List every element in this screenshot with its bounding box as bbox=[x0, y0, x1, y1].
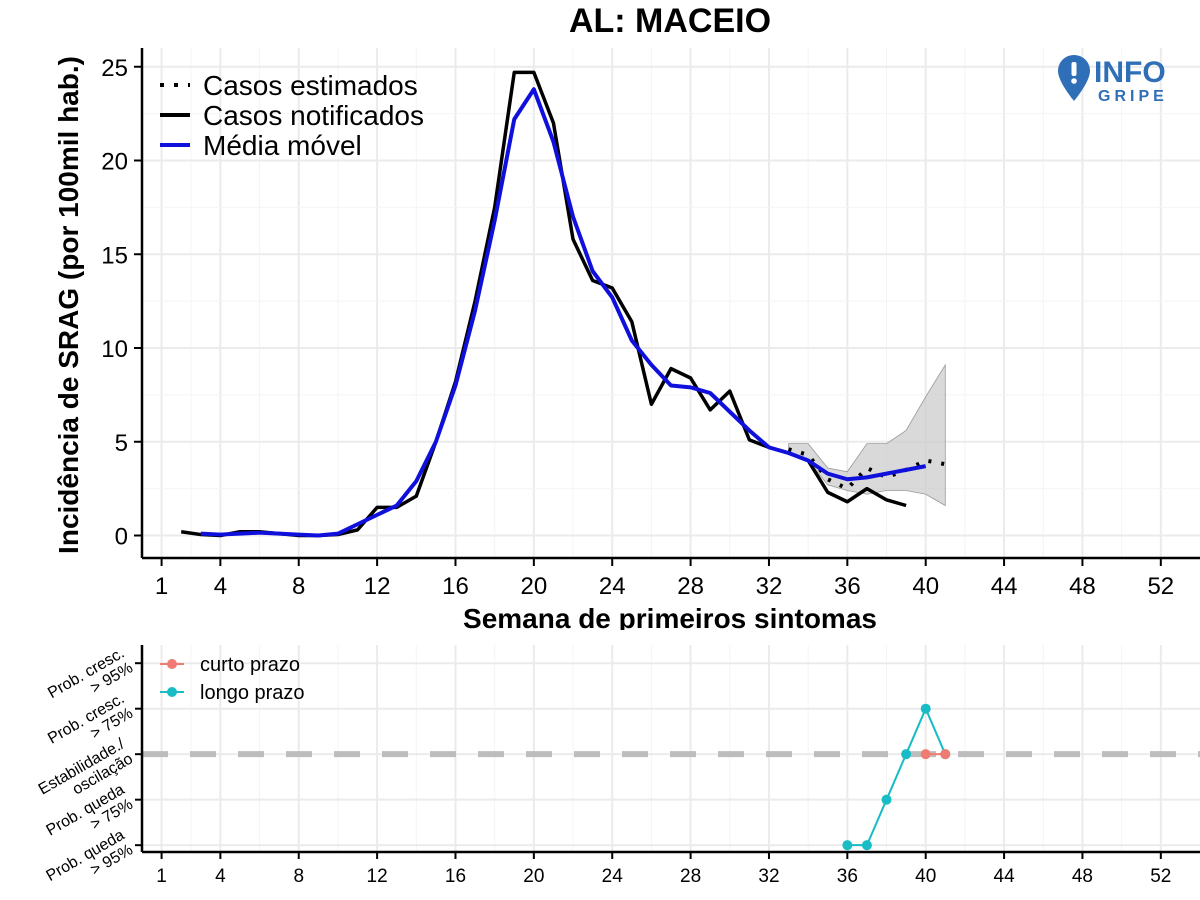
x-tick-label: 48 bbox=[1069, 573, 1096, 600]
trend-point-1 bbox=[901, 749, 912, 760]
trend-point-0 bbox=[920, 749, 931, 760]
confidence-band bbox=[788, 363, 946, 507]
trend-x-tick-label: 32 bbox=[758, 866, 779, 887]
trend-line-1 bbox=[847, 706, 947, 847]
y-tick-label: 10 bbox=[101, 336, 128, 363]
trend-point-1 bbox=[881, 794, 892, 805]
trend-point-1 bbox=[861, 840, 872, 851]
trend-x-tick-label: 28 bbox=[680, 866, 701, 887]
main-series bbox=[180, 70, 946, 538]
x-tick-label: 24 bbox=[599, 573, 626, 600]
trend-x-tick-label: 40 bbox=[915, 866, 936, 887]
x-tick-label: 32 bbox=[756, 573, 783, 600]
y-tick-label: 20 bbox=[101, 149, 128, 176]
trend-legend-label-1: longo prazo bbox=[200, 682, 305, 704]
main-grid bbox=[142, 48, 1200, 558]
trend-x-tick-label: 8 bbox=[293, 866, 304, 887]
trend-x-tick-label: 36 bbox=[837, 866, 858, 887]
x-tick-label: 12 bbox=[364, 573, 391, 600]
x-axis-title: Semana de primeiros sintomas bbox=[463, 603, 877, 630]
exclamation-bar bbox=[1071, 62, 1077, 76]
x-tick-label: 4 bbox=[214, 573, 227, 600]
legend-label-0: Casos estimados bbox=[203, 70, 418, 101]
series-line-2 bbox=[200, 87, 927, 538]
trend-point-1 bbox=[842, 840, 853, 851]
trend-x-tick-label: 48 bbox=[1072, 866, 1093, 887]
trend-series bbox=[842, 703, 951, 851]
legend-label-1: Casos notificados bbox=[203, 100, 424, 131]
x-tick-label: 1 bbox=[155, 573, 168, 600]
x-tick-label: 16 bbox=[442, 573, 469, 600]
trend-y-tick-label: Prob. queda> 95% bbox=[43, 827, 136, 900]
y-tick-label: 25 bbox=[101, 55, 128, 82]
trend-legend-label-0: curto prazo bbox=[200, 654, 300, 676]
y-tick-label: 15 bbox=[101, 242, 128, 269]
x-tick-label: 52 bbox=[1147, 573, 1174, 600]
x-tick-label: 20 bbox=[521, 573, 548, 600]
trend-x-tick-label: 12 bbox=[367, 866, 388, 887]
trend-x-tick-label: 1 bbox=[156, 866, 167, 887]
exclamation-dot bbox=[1071, 78, 1077, 84]
x-tick-label: 28 bbox=[677, 573, 704, 600]
trend-point-1 bbox=[920, 703, 931, 714]
trend-chart: Prob. queda> 95%Prob. queda> 75%Estabili… bbox=[36, 645, 1200, 900]
main-x-ticks: 1 4 8 12 16 20 24 28 32 36 40 44 48 52 bbox=[155, 558, 1174, 600]
trend-axes bbox=[140, 645, 1200, 854]
x-tick-label: 8 bbox=[292, 573, 305, 600]
chart-title: AL: MACEIO bbox=[569, 2, 771, 40]
trend-x-tick-label: 20 bbox=[523, 866, 544, 887]
trend-legend-key-dot-0 bbox=[167, 659, 177, 669]
x-tick-label: 40 bbox=[912, 573, 939, 600]
trend-x-ticks: 1 4 8 12 16 20 24 28 32 36 40 44 48 52 bbox=[156, 852, 1171, 887]
trend-point-0 bbox=[940, 749, 951, 760]
logo-line2: GRIPE bbox=[1098, 88, 1168, 105]
trend-x-tick-label: 44 bbox=[994, 866, 1016, 887]
y-tick-label: 5 bbox=[115, 430, 128, 457]
x-tick-label: 36 bbox=[834, 573, 861, 600]
main-axes bbox=[140, 48, 1200, 560]
trend-x-tick-label: 52 bbox=[1150, 866, 1171, 887]
trend-x-tick-label: 4 bbox=[215, 866, 226, 887]
main-y-ticks: 0 5 10 15 20 25 bbox=[101, 55, 142, 551]
ci-band-area bbox=[788, 363, 946, 507]
trend-y-ticks: Prob. queda> 95%Prob. queda> 75%Estabili… bbox=[36, 645, 142, 900]
legend-label-2: Média móvel bbox=[203, 130, 362, 161]
trend-legend: curto prazo longo prazo bbox=[160, 654, 305, 704]
x-tick-label: 44 bbox=[991, 573, 1018, 600]
trend-grid bbox=[142, 645, 1200, 852]
y-axis-title: Incidência de SRAG (por 100mil hab.) bbox=[53, 56, 84, 554]
trend-x-tick-label: 16 bbox=[445, 866, 466, 887]
trend-legend-key-dot-1 bbox=[167, 687, 177, 697]
map-pin-icon bbox=[1058, 55, 1090, 101]
trend-x-tick-label: 24 bbox=[602, 866, 624, 887]
y-tick-label: 0 bbox=[115, 524, 128, 551]
infogripe-logo: INFO GRIPE bbox=[1058, 55, 1168, 105]
logo-line1: INFO bbox=[1094, 56, 1166, 89]
